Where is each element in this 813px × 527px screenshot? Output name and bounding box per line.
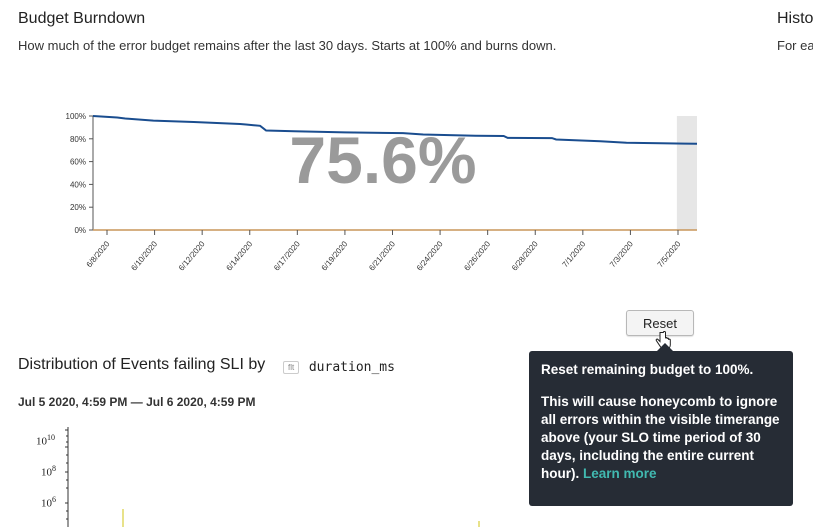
histogram-title: Histo: [777, 10, 813, 27]
dist-ytick-3: 106: [41, 495, 56, 510]
series-line-remaining-budget: [92, 115, 698, 145]
y-tick-label: 60%: [70, 158, 86, 167]
y-tick-label: 40%: [70, 180, 86, 189]
x-tick-label: 6/26/2020: [462, 239, 492, 272]
x-tick-label: 6/17/2020: [272, 239, 302, 272]
distribution-range: Jul 5 2020, 4:59 PM — Jul 6 2020, 4:59 P…: [18, 395, 256, 409]
y-tick-label: 80%: [70, 135, 86, 144]
x-tick-label: 7/5/2020: [656, 239, 683, 269]
tooltip-title: Reset remaining budget to 100%.: [541, 362, 754, 377]
burndown-chart[interactable]: 100%80%60%40%20%0% 75.6% 6/8/2020 6/10/20…: [55, 105, 705, 290]
x-tick-label: 6/28/2020: [510, 239, 540, 272]
current-hour-highlight: [676, 116, 697, 230]
distribution-bar: [478, 521, 480, 527]
learn-more-link[interactable]: Learn more: [583, 466, 657, 481]
distribution-y-axis: [65, 427, 69, 527]
field-name: duration_ms: [308, 360, 395, 375]
histogram-description: For ea: [777, 38, 813, 53]
x-tick-label: 7/1/2020: [560, 239, 587, 269]
reset-tooltip: Reset remaining budget to 100%. This wil…: [529, 343, 793, 506]
x-tick-label: 6/24/2020: [415, 239, 445, 272]
x-tick-label: 6/14/2020: [225, 239, 255, 272]
y-tick-label: 20%: [70, 203, 86, 212]
y-tick-label: 100%: [66, 112, 86, 121]
dist-ytick-1: 1010: [36, 433, 55, 448]
field-type-badge: flt: [283, 361, 300, 375]
x-tick-label: 6/12/2020: [177, 239, 207, 272]
burndown-title: Budget Burndown: [18, 10, 146, 27]
x-tick-label: 7/3/2020: [608, 239, 635, 269]
y-tick-label: 0%: [74, 226, 86, 235]
distribution-title: Distribution of Events failing SLI by: [18, 356, 266, 373]
burndown-description: How much of the error budget remains aft…: [18, 38, 557, 53]
tooltip-body: This will cause honeycomb to ignore all …: [541, 393, 781, 483]
distribution-field[interactable]: flt duration_ms: [283, 359, 395, 375]
x-tick-label: 6/8/2020: [85, 239, 112, 269]
x-tick-label: 6/19/2020: [320, 239, 350, 272]
tooltip-body-text: This will cause honeycomb to ignore all …: [541, 394, 780, 481]
distribution-bar: [122, 509, 124, 527]
x-tick-label: 6/21/2020: [367, 239, 397, 272]
x-tick-label: 6/10/2020: [129, 239, 159, 272]
dist-ytick-2: 108: [41, 464, 56, 479]
